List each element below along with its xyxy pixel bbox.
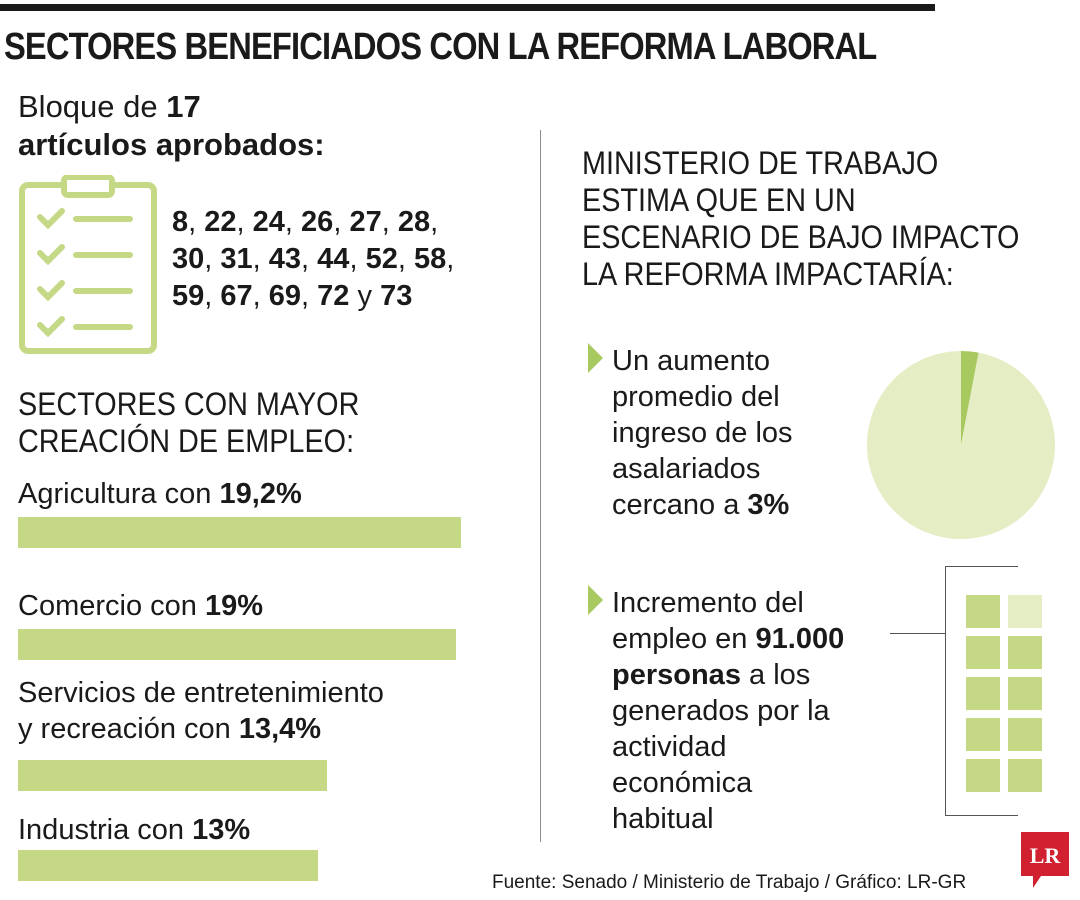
employment-line: generados por la [612, 695, 830, 727]
page-title: SECTORES BENEFICIADOS CON LA REFORMA LAB… [4, 26, 877, 68]
wage-line: asalariados [612, 453, 761, 485]
source-note: Fuente: Senado / Ministerio de Trabajo /… [492, 872, 967, 893]
bloque-prefix: Bloque de [18, 89, 167, 124]
wage-line: promedio del [612, 381, 780, 413]
bullet-arrow-icon [588, 343, 603, 373]
grid-cell [966, 718, 1000, 751]
article-number: 27 [349, 206, 382, 238]
employment-bold: personas [612, 659, 741, 691]
article-number: 31 [220, 243, 253, 275]
articles-line: 59, 67, 69, 72 y 73 [172, 280, 413, 312]
article-number: 59 [172, 280, 205, 312]
bar-label: Servicios de entretenimiento y recreación… [18, 677, 384, 745]
top-rule [0, 4, 935, 11]
article-number: 73 [380, 280, 413, 312]
articles-line: 8, 22, 24, 26, 27, 28, [172, 206, 439, 238]
sectors-heading-line: SECTORES CON MAYOR [18, 386, 360, 422]
bar-label: Agricultura con 19,2% [18, 478, 302, 510]
grid-cell [966, 677, 1000, 710]
sectors-heading-line: CREACIÓN DE EMPLEO: [18, 423, 355, 459]
grid-cell [1008, 677, 1042, 710]
employment-line: empleo en [612, 623, 756, 655]
grid-cell [1008, 595, 1042, 628]
bar [18, 850, 318, 881]
wage-line: ingreso de los [612, 417, 793, 449]
wage-value: 3% [747, 489, 790, 521]
wage-pie-chart [867, 351, 1055, 539]
article-number: 72 [317, 280, 350, 312]
articles-block-heading: Bloque de 17 artículos aprobados: [18, 88, 325, 164]
employment-grid-bracket [945, 566, 1018, 816]
bar-value-label: 13,4% [238, 713, 322, 745]
bar-value-label: 13% [192, 814, 251, 846]
bloque-count: 17 [166, 89, 201, 124]
ministerio-heading-line: ESCENARIO DE BAJO IMPACTO [582, 219, 1020, 255]
article-number: 43 [268, 243, 302, 275]
column-divider [540, 130, 541, 842]
employment-line: Incremento del [612, 587, 804, 619]
articles-list: 8, 22, 24, 26, 27, 28, 30, 31, 43, 44, 5… [172, 204, 512, 315]
article-number: 28 [397, 206, 431, 238]
employment-line: a los [740, 659, 811, 691]
article-number: 22 [204, 206, 237, 238]
ministerio-heading-line: MINISTERIO DE TRABAJO [582, 145, 939, 181]
wage-line: cercano a [612, 489, 748, 521]
article-number: 69 [268, 280, 302, 312]
svg-text:LR: LR [1030, 843, 1062, 868]
bar [18, 760, 328, 791]
article-number: 52 [365, 243, 398, 275]
bar-label: Industria con 13% [18, 814, 251, 846]
bullet-arrow-icon [588, 585, 603, 615]
employment-line: económica [612, 767, 753, 799]
grid-cell [1008, 718, 1042, 751]
bar-value-label: 19,2% [219, 478, 302, 510]
article-number: 24 [252, 206, 285, 238]
article-number: 58 [413, 243, 447, 275]
employment-line: actividad [612, 731, 727, 763]
article-number: 8 [172, 206, 189, 238]
bar-value-label: 19% [204, 590, 264, 622]
article-number: 67 [220, 280, 253, 312]
article-number: 44 [317, 243, 350, 275]
bar [18, 629, 457, 660]
grid-cell [966, 636, 1000, 669]
bloque-line2: artículos aprobados: [18, 127, 325, 162]
sectors-heading: SECTORES CON MAYOR CREACIÓN DE EMPLEO: [18, 386, 359, 460]
employment-text: Incremento del empleo en 91.000 personas… [612, 585, 844, 837]
article-number: 26 [301, 206, 334, 238]
articles-line: 30, 31, 43, 44, 52, 58, [172, 243, 455, 275]
article-number: 30 [172, 243, 205, 275]
wage-increase-text: Un aumento promedio del ingreso de los a… [612, 343, 793, 523]
grid-cell [966, 595, 1000, 628]
wage-line: Un aumento [612, 345, 770, 377]
grid-cell [1008, 636, 1042, 669]
employment-value: 91.000 [755, 623, 845, 655]
grid-cell [1008, 759, 1042, 792]
bar-label: Comercio con 19% [18, 590, 264, 622]
pie-slice [961, 351, 979, 445]
grid-cell [966, 759, 1000, 792]
ministerio-heading-line: LA REFORMA IMPACTARÍA: [582, 256, 954, 292]
ministerio-heading-line: ESTIMA QUE EN UN [582, 182, 856, 218]
lr-logo: LR [1021, 832, 1069, 888]
employment-line: habitual [612, 803, 714, 835]
employment-connector-line [890, 633, 946, 634]
bar [18, 517, 461, 548]
ministerio-heading: MINISTERIO DE TRABAJO ESTIMA QUE EN UN E… [582, 145, 1019, 293]
pie-slice [867, 351, 1055, 539]
clipboard-icon [19, 175, 157, 354]
